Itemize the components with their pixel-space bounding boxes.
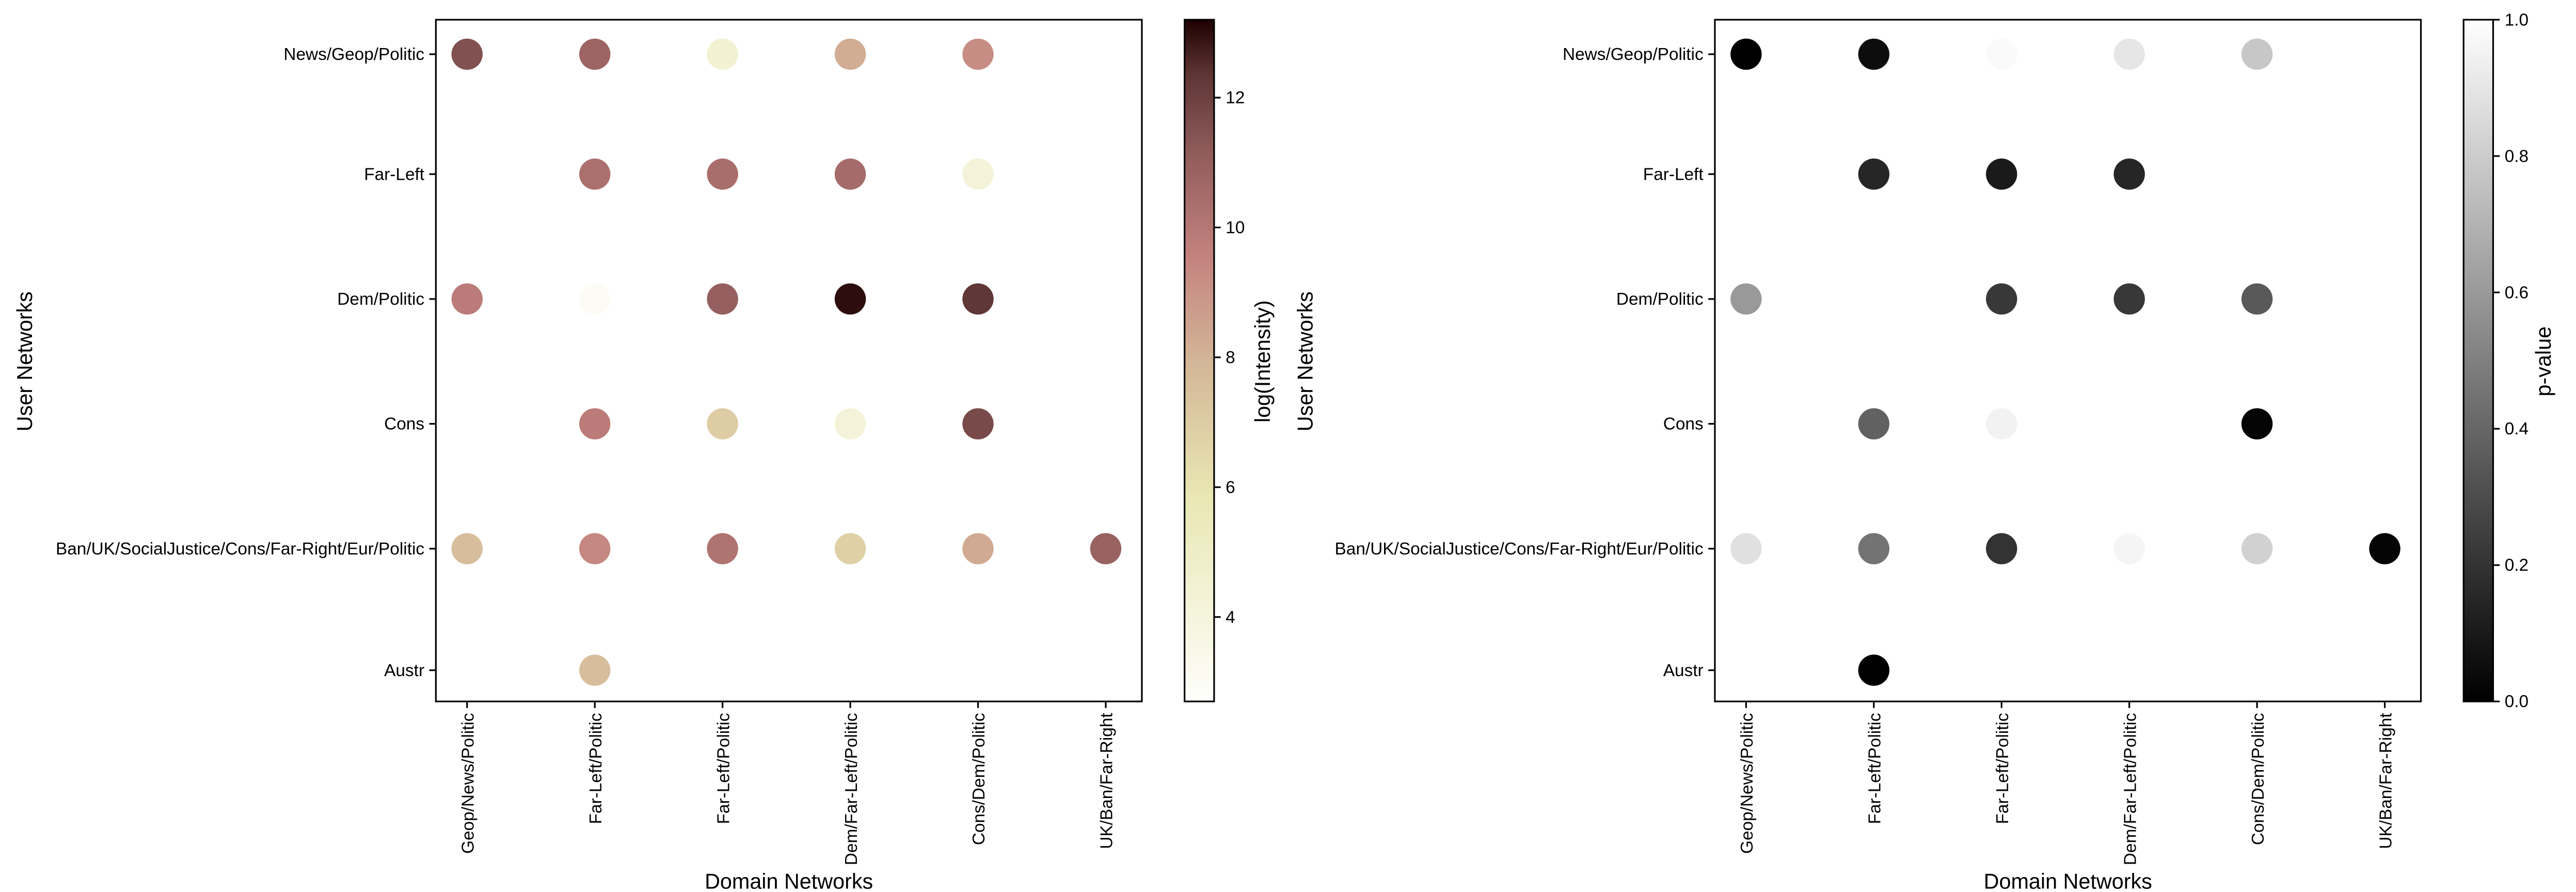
x-tick-label: Cons/Dem/Politic — [969, 713, 989, 845]
colorbar-tick-label: 1.0 — [2505, 10, 2529, 29]
data-point — [2241, 408, 2273, 440]
x-tick-label: UK/Ban/Far-Right — [2376, 713, 2395, 849]
data-point — [962, 158, 994, 190]
colorbar-tick-label: 8 — [1226, 348, 1235, 367]
data-point — [579, 654, 611, 686]
data-point — [707, 283, 738, 315]
x-tick-label: Geop/News/Politic — [458, 713, 478, 854]
x-tick-label: Geop/News/Politic — [1738, 713, 1757, 854]
data-point — [834, 158, 866, 190]
y-axis-label: User Networks — [1294, 291, 1317, 431]
colorbar-label: p-value — [2532, 326, 2555, 397]
x-tick-label: Far-Left/Politic — [1993, 713, 2012, 824]
y-tick-label: Austr — [1663, 661, 1704, 680]
data-point — [451, 38, 483, 70]
data-point — [1858, 533, 1890, 565]
x-tick-label: Far-Left/Politic — [714, 713, 733, 824]
data-point — [2113, 38, 2145, 70]
data-point — [1730, 283, 1762, 315]
data-point — [2113, 283, 2145, 315]
data-point — [579, 533, 611, 565]
data-point — [579, 283, 611, 315]
y-tick-label: Far-Left — [364, 165, 425, 184]
colorbar-tick-label: 12 — [1226, 88, 1245, 107]
data-point — [707, 38, 738, 70]
data-point — [2113, 533, 2145, 565]
y-axis-label: User Networks — [13, 291, 37, 431]
colorbar-tick-label: 0.8 — [2505, 147, 2529, 166]
data-point — [1730, 38, 1762, 70]
data-point — [1986, 38, 2017, 70]
data-point — [579, 158, 611, 190]
data-point — [579, 38, 611, 70]
y-tick-label: Austr — [384, 661, 424, 680]
data-point — [1858, 158, 1890, 190]
x-tick-label: Far-Left/Politic — [586, 713, 606, 824]
x-tick-label: Cons/Dem/Politic — [2249, 713, 2268, 845]
plot-frame — [1714, 19, 2422, 702]
data-point — [451, 283, 483, 315]
data-point — [1986, 158, 2017, 190]
colorbar-tick-label: 0.4 — [2505, 419, 2529, 439]
data-point — [1858, 38, 1890, 70]
data-point — [451, 533, 483, 565]
data-point — [2241, 533, 2273, 565]
data-point — [1730, 533, 1762, 565]
data-point — [962, 533, 994, 565]
data-point — [1858, 654, 1890, 686]
y-tick-label: Far-Left — [1643, 165, 1704, 184]
data-point — [579, 408, 611, 440]
data-point — [2241, 283, 2273, 315]
y-tick-label: Ban/UK/SocialJustice/Cons/Far-Right/Eur/… — [56, 539, 424, 558]
y-tick-label: Dem/Politic — [337, 290, 424, 309]
data-point — [834, 283, 866, 315]
data-point — [834, 408, 866, 440]
x-tick-label: Far-Left/Politic — [1866, 713, 1885, 824]
colorbar-tick-label: 0.0 — [2505, 692, 2529, 711]
pvalue-panel: News/Geop/Politic Far-Left Dem/Politic Cons… — [1294, 10, 2555, 892]
data-point — [962, 283, 994, 315]
colorbar — [2462, 19, 2494, 702]
colorbar-tick-label: 0.2 — [2505, 556, 2529, 575]
x-tick-label: Dem/Far-Left/Politic — [2121, 713, 2140, 865]
x-axis-label: Domain Networks — [1984, 870, 2152, 892]
data-point — [962, 38, 994, 70]
data-point — [2241, 38, 2273, 70]
data-point — [707, 158, 738, 190]
y-tick-label: Dem/Politic — [1616, 290, 1704, 309]
y-tick-label: Cons — [384, 415, 424, 434]
data-point — [1986, 408, 2017, 440]
intensity-panel: News/Geop/Politic Far-Left Dem/Politic Cons… — [13, 19, 1275, 892]
data-point — [962, 408, 994, 440]
data-point — [2369, 533, 2400, 565]
data-point — [707, 533, 738, 565]
y-tick-label: News/Geop/Politic — [1563, 45, 1704, 64]
x-tick-label: UK/Ban/Far-Right — [1098, 713, 1117, 849]
data-point — [834, 533, 866, 565]
colorbar — [1184, 19, 1215, 702]
y-tick-label: Cons — [1663, 415, 1704, 434]
data-point — [834, 38, 866, 70]
data-point — [707, 408, 738, 440]
colorbar-tick-label: 6 — [1226, 478, 1235, 497]
data-point — [1986, 533, 2017, 565]
data-point — [1090, 533, 1122, 565]
colorbar-tick-label: 10 — [1226, 218, 1245, 238]
plot-frame — [435, 19, 1143, 702]
colorbar-tick-label: 0.6 — [2505, 283, 2529, 302]
data-point — [1986, 283, 2017, 315]
y-tick-label: Ban/UK/SocialJustice/Cons/Far-Right/Eur/… — [1335, 539, 1704, 558]
colorbar-label: log(Intensity) — [1251, 300, 1275, 422]
data-point — [2113, 158, 2145, 190]
data-point — [1858, 408, 1890, 440]
x-axis-label: Domain Networks — [705, 870, 873, 892]
x-tick-label: Dem/Far-Left/Politic — [842, 713, 861, 865]
y-tick-label: News/Geop/Politic — [283, 45, 424, 64]
colorbar-tick-label: 4 — [1226, 608, 1235, 627]
